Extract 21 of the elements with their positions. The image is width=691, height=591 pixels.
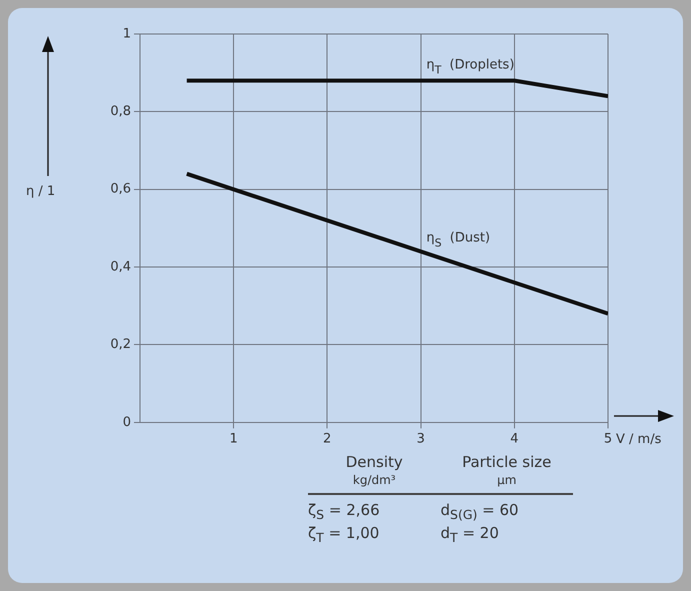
y-axis-title: η / 1 [26,184,56,199]
text: d$_{T}$ = 20 [440,524,500,545]
text: ζ$_{S}$ = 2,66 [308,501,381,522]
x-axis-title: V / m/s [616,432,662,447]
text: µm [496,473,518,487]
y-tick-label: 0,4 [110,259,131,274]
y-tick-label: 0,6 [110,182,131,197]
text: kg/dm³ [352,473,397,487]
text: Particle size [461,453,552,471]
x-tick-label: 4 [510,432,519,447]
x-tick-label: 2 [323,432,332,447]
x-tick-label: 5 [604,432,612,447]
x-tick-label: 1 [229,432,238,447]
x-tick-label: 3 [416,432,425,447]
text: d$_{S(G)}$ = 60 [440,501,520,522]
text: ζ$_{T}$ = 1,00 [308,524,380,545]
y-tick-label: 0 [122,414,131,430]
y-tick-label: 0,2 [110,337,131,352]
y-tick-label: 1 [122,26,131,42]
y-tick-label: 0,8 [110,104,131,120]
text: Density [344,453,404,471]
